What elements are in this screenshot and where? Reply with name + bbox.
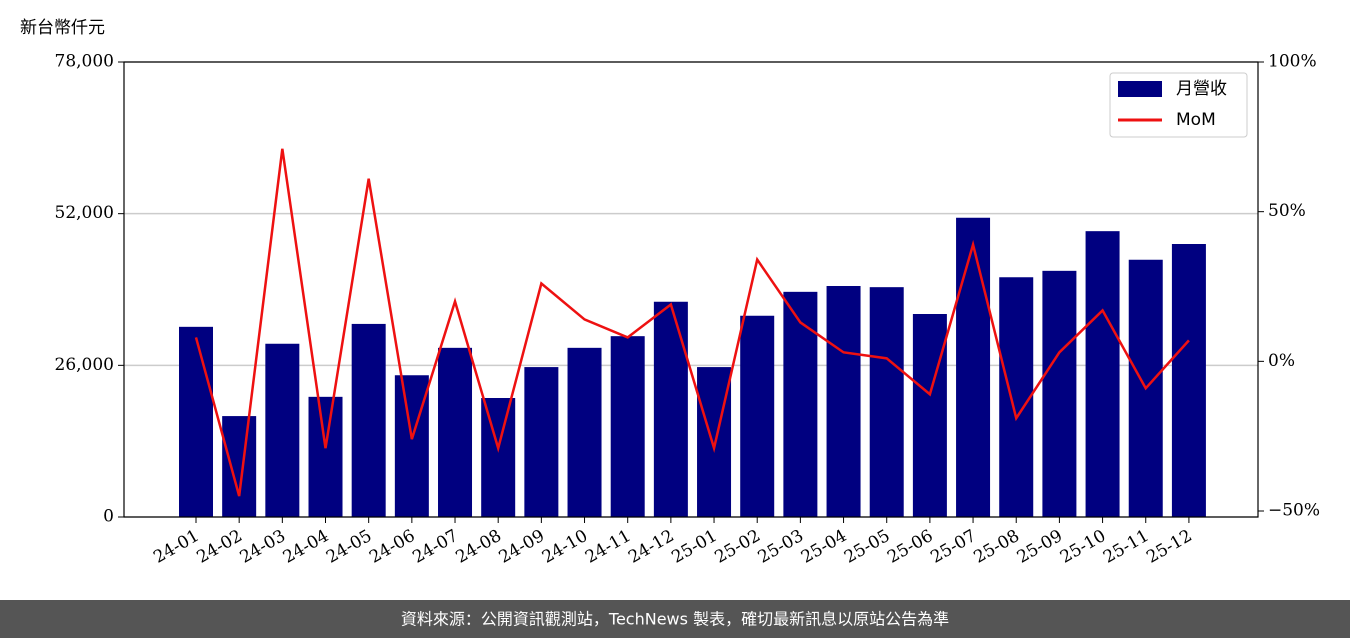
x-tick-label: 25-07 <box>927 526 979 568</box>
bar <box>740 315 775 517</box>
x-tick-label: 25-12 <box>1143 526 1195 568</box>
x-tick-label: 24-06 <box>366 526 418 568</box>
y2-tick-label: 0% <box>1268 351 1295 371</box>
footer-bar <box>0 600 1350 638</box>
x-tick-label: 24-08 <box>452 526 504 568</box>
y2-tick-label: 50% <box>1268 201 1306 221</box>
x-tick-label: 25-06 <box>884 526 936 568</box>
bar <box>783 291 818 517</box>
y-axis-label: 新台幣仟元 <box>20 18 105 38</box>
x-tick-label: 24-10 <box>539 526 591 568</box>
bar <box>308 396 343 517</box>
bar <box>394 375 429 517</box>
bar <box>1042 270 1077 517</box>
x-tick-label: 25-03 <box>755 526 807 568</box>
bar <box>826 286 861 517</box>
bar <box>567 347 602 517</box>
bar <box>481 398 516 517</box>
bar <box>179 326 213 517</box>
y-tick-label: 0 <box>103 507 114 527</box>
x-tick-label: 24-11 <box>582 526 634 568</box>
bar <box>869 287 904 517</box>
bar <box>1085 231 1120 517</box>
x-tick-label: 24-03 <box>237 526 289 568</box>
y2-tick-label: 100% <box>1268 52 1317 72</box>
y2-tick-label: −50% <box>1268 501 1320 521</box>
bar <box>351 323 386 517</box>
x-tick-label: 24-02 <box>193 526 245 568</box>
legend-label: MoM <box>1176 110 1216 130</box>
x-tick-label: 25-04 <box>798 526 850 568</box>
y-tick-label: 78,000 <box>55 52 114 72</box>
bar <box>653 301 688 517</box>
x-tick-label: 24-07 <box>409 526 461 568</box>
x-tick-label: 24-12 <box>625 526 677 568</box>
x-tick-label: 24-05 <box>323 526 375 568</box>
bar <box>265 343 300 517</box>
x-tick-label: 25-02 <box>712 526 764 568</box>
x-tick-label: 25-08 <box>971 526 1023 568</box>
bar <box>438 347 473 517</box>
legend-label: 月營收 <box>1176 79 1227 99</box>
x-tick-label: 25-10 <box>1057 526 1109 568</box>
bar <box>697 367 732 517</box>
plot-frame <box>123 61 1259 518</box>
x-tick-label: 24-09 <box>496 526 548 568</box>
line <box>194 148 1190 497</box>
y-tick-label: 52,000 <box>55 203 114 223</box>
bar <box>912 314 947 517</box>
bar <box>610 336 645 517</box>
x-tick-label: 25-09 <box>1014 526 1066 568</box>
bar <box>524 367 559 517</box>
x-tick-label: 24-01 <box>150 526 202 568</box>
bar <box>999 277 1034 517</box>
y-tick-label: 26,000 <box>55 355 114 375</box>
x-tick-label: 24-04 <box>280 526 332 568</box>
legend-swatch <box>1118 81 1162 97</box>
x-tick-label: 25-05 <box>841 526 893 568</box>
x-tick-label: 25-11 <box>1100 526 1152 568</box>
footer: 資料來源：公開資訊觀測站，TechNews 製表，確切最新訊息以原站公告為準 <box>401 610 949 629</box>
bar <box>1171 244 1206 517</box>
x-tick-label: 25-01 <box>668 526 720 568</box>
bar <box>222 416 257 517</box>
bar <box>956 217 991 517</box>
